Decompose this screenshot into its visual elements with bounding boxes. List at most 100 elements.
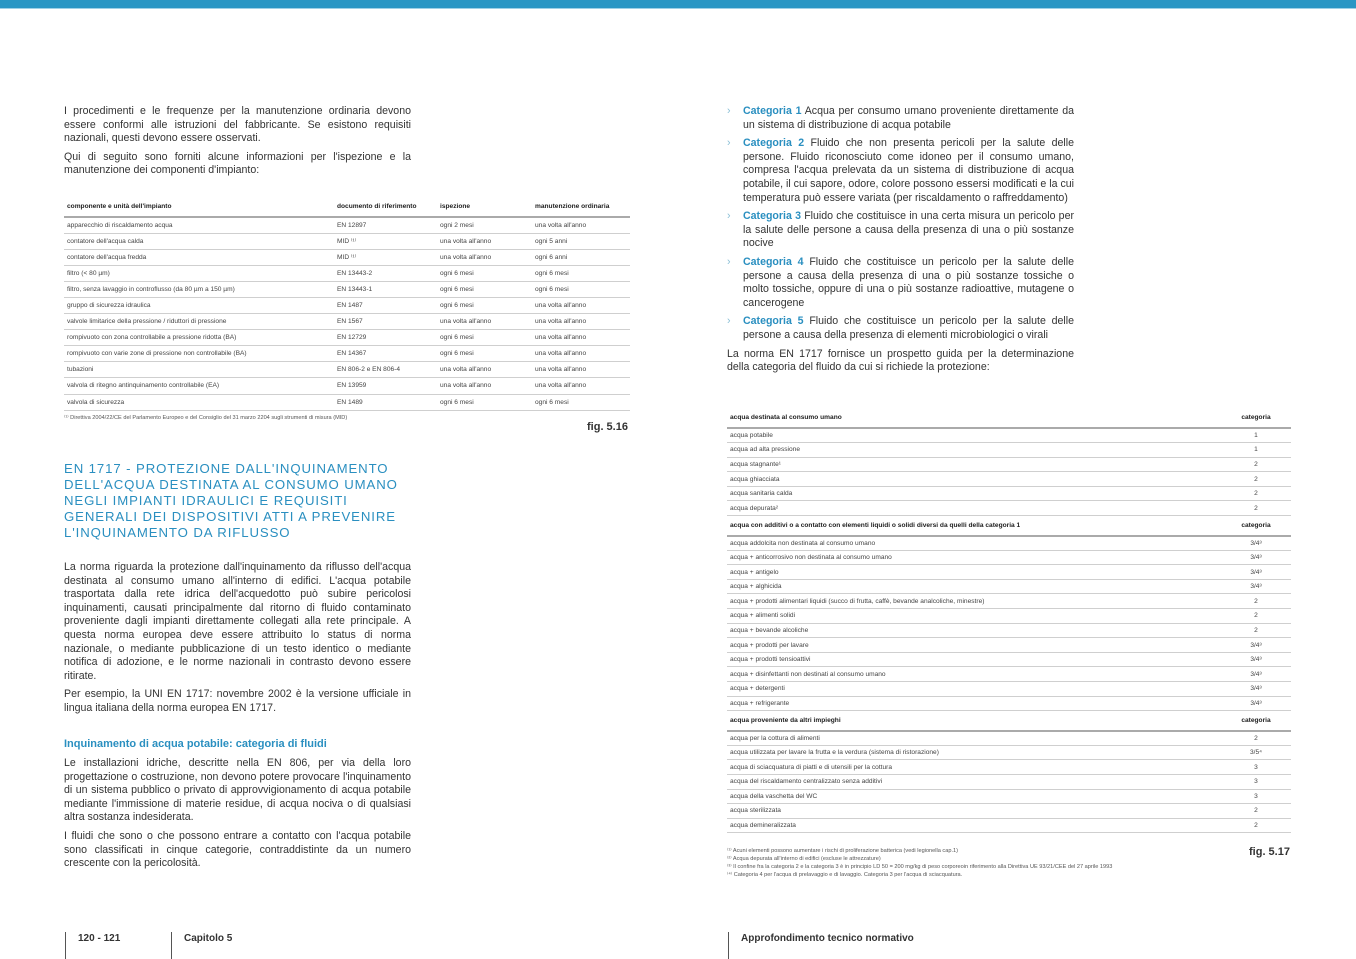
footnote: ⁽³⁾ Il confine fra la categoria 2 e la c… [727,864,1113,870]
body-paragraph: Per esempio, la UNI EN 1717: novembre 20… [64,688,411,714]
category-label: Categoria 4 [743,255,804,268]
table-row: acqua + prodotti alimentari liquidi (suc… [727,593,1291,610]
section-header: acqua proveniente da altri impieghi [727,710,1221,732]
category-cell: 1 [1221,428,1291,444]
figure-label: fig. 5.17 [1249,846,1290,858]
table-cell: acqua stagnante¹ [727,457,1221,473]
table-cell: EN 13443-2 [334,265,437,282]
chevron-right-icon: › [727,137,731,150]
table-cell: una volta all'anno [532,345,630,363]
table-row: acqua + prodotti per lavare 3/4³ [727,637,1291,653]
table-row: acqua demineralizzata 2 [727,818,1291,834]
table-cell: ogni 2 mesi [437,217,532,234]
table-cell: acqua ghiacciata [727,471,1221,487]
table-cell: EN 13443-1 [334,281,437,298]
maintenance-table: componente e unità dell'impianto documen… [64,197,630,411]
category-cell: 2 [1221,803,1291,819]
table-cell: acqua sanitaria calda [727,486,1221,502]
category-cell: 3/4³ [1221,696,1291,712]
table-row: rompivuoto con varie zone di pressione n… [64,345,630,363]
category-list: › Categoria 1 Acqua per consumo umano pro… [727,105,1074,380]
category-text: Fluido che costituisce un pericolo per l… [743,255,1074,309]
category-cell: 3/4³ [1221,666,1291,682]
category-cell: 3 [1221,759,1291,775]
category-text: Fluido che costituisce in una certa misu… [743,210,1074,250]
body-text-2: Le installazioni idriche, descritte nell… [64,757,411,876]
category-label: Categoria 3 [743,210,801,223]
section-header: acqua destinata al consumo umano [727,408,1221,429]
category-text: Acqua per consumo umano proveniente dire… [743,105,1075,131]
fluid-category-table: acqua destinata al consumo umano categori… [727,408,1291,834]
column-header: categoria [1221,515,1291,537]
column-header: categoria [1221,408,1291,429]
column-header: ispezione [437,197,532,218]
footnote: ⁽²⁾ Acqua depurata all'interno di edific… [727,856,881,862]
table-cell: acqua per la cottura di alimenti [727,730,1221,746]
table-row: acqua ghiacciata 2 [727,471,1291,487]
table-row: acqua + anticorrosivo non destinata al c… [727,550,1291,566]
body-paragraph: Le installazioni idriche, descritte nell… [64,757,411,824]
chevron-right-icon: › [727,255,731,268]
table-row: tubazioni EN 806-2 e EN 806-4 una volta al… [64,361,630,379]
table-row: valvola di ritegno antinquinamento contr… [64,377,630,395]
table-cell: ogni 6 mesi [437,345,532,363]
category-cell: 3/4³ [1221,681,1291,697]
category-cell: 3/4³ [1221,637,1291,653]
table-cell: filtro (< 80 µm) [64,265,334,282]
table-cell: ogni 6 mesi [532,281,630,298]
category-cell: 3/4³ [1221,535,1291,551]
table-cell: una volta all'anno [532,313,630,331]
table-row: acqua depurata² 2 [727,500,1291,517]
chevron-right-icon: › [727,105,731,117]
table-row: acqua di sciacquatura di piatti e di ute… [727,759,1291,775]
table-cell: rompivuoto con zona controllabile a pres… [64,329,334,347]
table-row: acqua ad alta pressione 1 [727,442,1291,458]
table-cell: EN 1489 [334,394,437,411]
table-cell: valvola di ritegno antinquinamento contr… [64,377,334,395]
chevron-right-icon: › [727,210,731,223]
section-header: acqua con additivi o a contatto con elem… [727,515,1221,537]
table-cell: valvole limitarice della pressione / rid… [64,313,334,331]
table-cell: acqua + alimenti solidi [727,608,1221,624]
table-cell: ogni 6 mesi [437,297,532,315]
table-cell: tubazioni [64,361,334,379]
body-paragraph: La norma riguarda la protezione dall'inq… [64,561,411,682]
table-cell: gruppo di sicurezza idraulica [64,297,334,315]
table-cell: ogni 6 mesi [437,394,532,411]
table-cell: ogni 6 mesi [532,394,630,411]
category-outro: La norma EN 1717 fornisce un prospetto g… [727,347,1074,374]
table-row: acqua per la cottura di alimenti 2 [727,730,1291,746]
category-cell: 2 [1221,730,1291,746]
footnote: ⁽⁴⁾ Categoria 4 per l'acqua di prelavagg… [727,872,963,878]
table-row: acqua + detergenti 3/4³ [727,681,1291,697]
section-heading: EN 1717 - Protezione dall'inquinamento d… [64,461,398,540]
table-cell: acqua potabile [727,428,1221,444]
table-cell: acqua + prodotti tensioattivi [727,652,1221,668]
category-label: Categoria 2 [743,137,805,150]
table-cell: una volta all'anno [532,217,630,234]
table-cell: una volta all'anno [532,377,630,395]
category-item: › Categoria 3 Fluido che costituisce in u… [727,210,1074,251]
table-cell: acqua di sciacquatura di piatti e di ute… [727,759,1221,775]
subheading: Inquinamento di acqua potabile: categori… [64,738,327,750]
top-accent-bar [0,0,1356,9]
column-header: documento di riferimento [334,197,437,218]
table-row: filtro, senza lavaggio in controflusso (… [64,281,630,298]
table-row: acqua + disinfettanti non destinati al c… [727,666,1291,682]
table-cell: acqua della vaschetta del WC [727,789,1221,805]
table-cell: una volta all'anno [532,361,630,379]
table-cell: acqua + bevande alcoliche [727,623,1221,639]
table-row: acqua sanitaria calda 2 [727,486,1291,502]
category-item: › Categoria 4 Fluido che costituisce un p… [727,256,1074,310]
table-cell: contatore dell'acqua calda [64,233,334,250]
category-text: Fluido che costituisce un pericolo per l… [743,315,1074,341]
section-header-row: acqua destinata al consumo umano categori… [727,408,1291,429]
category-item: › Categoria 5 Fluido che costituisce un p… [727,315,1074,342]
table-cell: acqua + anticorrosivo non destinata al c… [727,550,1221,566]
category-cell: 2 [1221,623,1291,639]
column-header: componente e unità dell'impianto [64,197,334,218]
table-cell: acqua + alghicida [727,579,1221,595]
category-cell: 3 [1221,774,1291,790]
table-cell: filtro, senza lavaggio in controflusso (… [64,281,334,298]
figure-label: fig. 5.16 [587,421,628,433]
